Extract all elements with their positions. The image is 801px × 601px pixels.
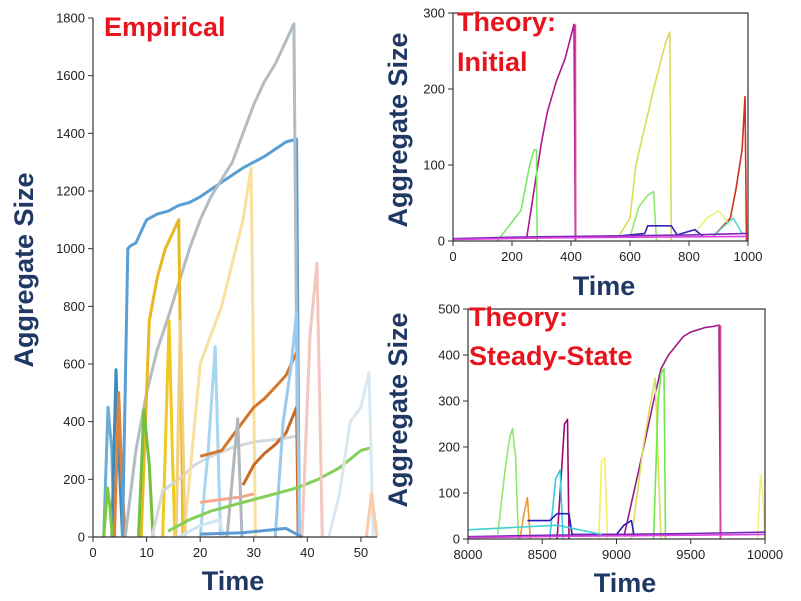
series-line-2	[496, 427, 520, 540]
series-line-12	[174, 319, 187, 538]
y-tick-label: 1200	[56, 184, 85, 199]
series-line-2	[496, 149, 538, 242]
y-tick-label: 100	[438, 486, 460, 501]
x-tick-label: 40	[300, 545, 314, 560]
x-tick-label: 50	[354, 545, 368, 560]
theory-steady-state-title: Theory: Steady-State	[469, 302, 633, 371]
series-line-9	[756, 473, 766, 540]
y-tick-label: 100	[423, 158, 445, 173]
x-tick-label: 8000	[454, 547, 483, 562]
series-line-6	[139, 218, 185, 538]
theory-steady-state-x-axis-label: Time	[594, 568, 657, 598]
series-line-17	[225, 417, 244, 538]
series-line-12	[467, 533, 766, 539]
series-line-23	[200, 526, 303, 539]
y-tick-label: 300	[438, 394, 460, 409]
series-line-13	[177, 518, 226, 539]
series-line-2	[102, 486, 114, 538]
series-line-15	[241, 405, 300, 538]
series-line-11	[467, 531, 766, 538]
theory-steady-state-panel: 8000 8500 9000 9500 10000 0 100 200 300 400 500 Ti…	[383, 302, 783, 599]
series-line-19	[167, 446, 372, 533]
series-line-9	[150, 434, 297, 538]
series-line-4	[629, 190, 658, 242]
series-line-0	[623, 324, 722, 540]
series-line-4	[652, 367, 667, 540]
empirical-panel: 0 10 20 30 40 50 0 200 400 600 800 1000 1200 1400 1600…	[9, 11, 379, 596]
y-tick-label: 200	[63, 472, 85, 487]
series-line-8	[161, 319, 177, 538]
series-line-16	[199, 492, 255, 504]
empirical-title: Empirical	[104, 12, 226, 42]
series-line-20	[300, 261, 324, 538]
series-line-4	[121, 137, 301, 538]
series-line-14	[199, 351, 298, 458]
x-tick-label: 30	[247, 545, 261, 560]
theory-steady-state-y-axis-label: Aggregate Size	[383, 312, 413, 507]
y-tick-label: 300	[423, 6, 445, 21]
series-line-5	[556, 418, 570, 540]
x-tick-label: 9500	[676, 547, 705, 562]
y-tick-label: 200	[438, 440, 460, 455]
y-tick-label: 1600	[56, 68, 85, 83]
series-line-11	[198, 345, 222, 538]
x-tick-label: 0	[89, 545, 96, 560]
theory-initial-y-axis-label: Aggregate Size	[383, 32, 413, 227]
x-tick-label: 8500	[528, 547, 557, 562]
y-tick-label: 600	[63, 357, 85, 372]
x-tick-label: 10	[139, 545, 153, 560]
y-tick-label: 200	[423, 82, 445, 97]
x-tick-label: 0	[449, 249, 456, 264]
empirical-y-axis-label: Aggregate Size	[9, 172, 39, 367]
empirical-x-axis-label: Time	[202, 566, 265, 596]
y-tick-label: 0	[438, 234, 445, 249]
series-line-7	[548, 469, 564, 540]
series-line-9	[452, 232, 749, 240]
series-line-3	[617, 31, 673, 242]
x-tick-label: 400	[560, 249, 582, 264]
x-tick-label: 1000	[734, 249, 763, 264]
series-line-8	[597, 457, 609, 540]
series-line-0	[526, 23, 577, 242]
y-tick-label: 400	[63, 414, 85, 429]
series-line-5	[712, 95, 748, 242]
x-tick-label: 20	[193, 545, 207, 560]
theory-initial-x-axis-label: Time	[573, 271, 636, 301]
y-tick-label: 400	[438, 348, 460, 363]
series-line-6	[519, 496, 532, 540]
y-tick-label: 0	[453, 532, 460, 547]
x-tick-label: 200	[501, 249, 523, 264]
x-tick-label: 800	[678, 249, 700, 264]
series-line-7	[712, 217, 743, 238]
theory-initial-title: Theory: Initial	[457, 7, 564, 77]
series-line-13	[467, 524, 602, 536]
series-line-5	[123, 22, 300, 538]
series-line-10	[452, 235, 749, 241]
series-line-22	[364, 492, 379, 538]
series-line-7	[137, 408, 155, 538]
x-tick-label: 10000	[747, 547, 783, 562]
y-tick-label: 0	[78, 530, 85, 545]
theory-initial-panel: 0 200 400 600 800 1000 0 100 200 300 Time Aggrega…	[383, 6, 762, 302]
series-line-8	[606, 225, 705, 238]
series-line-10	[182, 166, 257, 538]
y-tick-label: 500	[438, 302, 460, 317]
series-line-18	[273, 310, 301, 538]
y-tick-label: 1400	[56, 126, 85, 141]
x-tick-label: 600	[619, 249, 641, 264]
series-line-21	[327, 371, 375, 538]
series-line-6	[694, 209, 731, 234]
x-tick-label: 9000	[602, 547, 631, 562]
y-tick-label: 800	[63, 299, 85, 314]
y-tick-label: 1800	[56, 11, 85, 26]
y-tick-label: 1000	[56, 241, 85, 256]
plot-frame	[452, 12, 749, 242]
